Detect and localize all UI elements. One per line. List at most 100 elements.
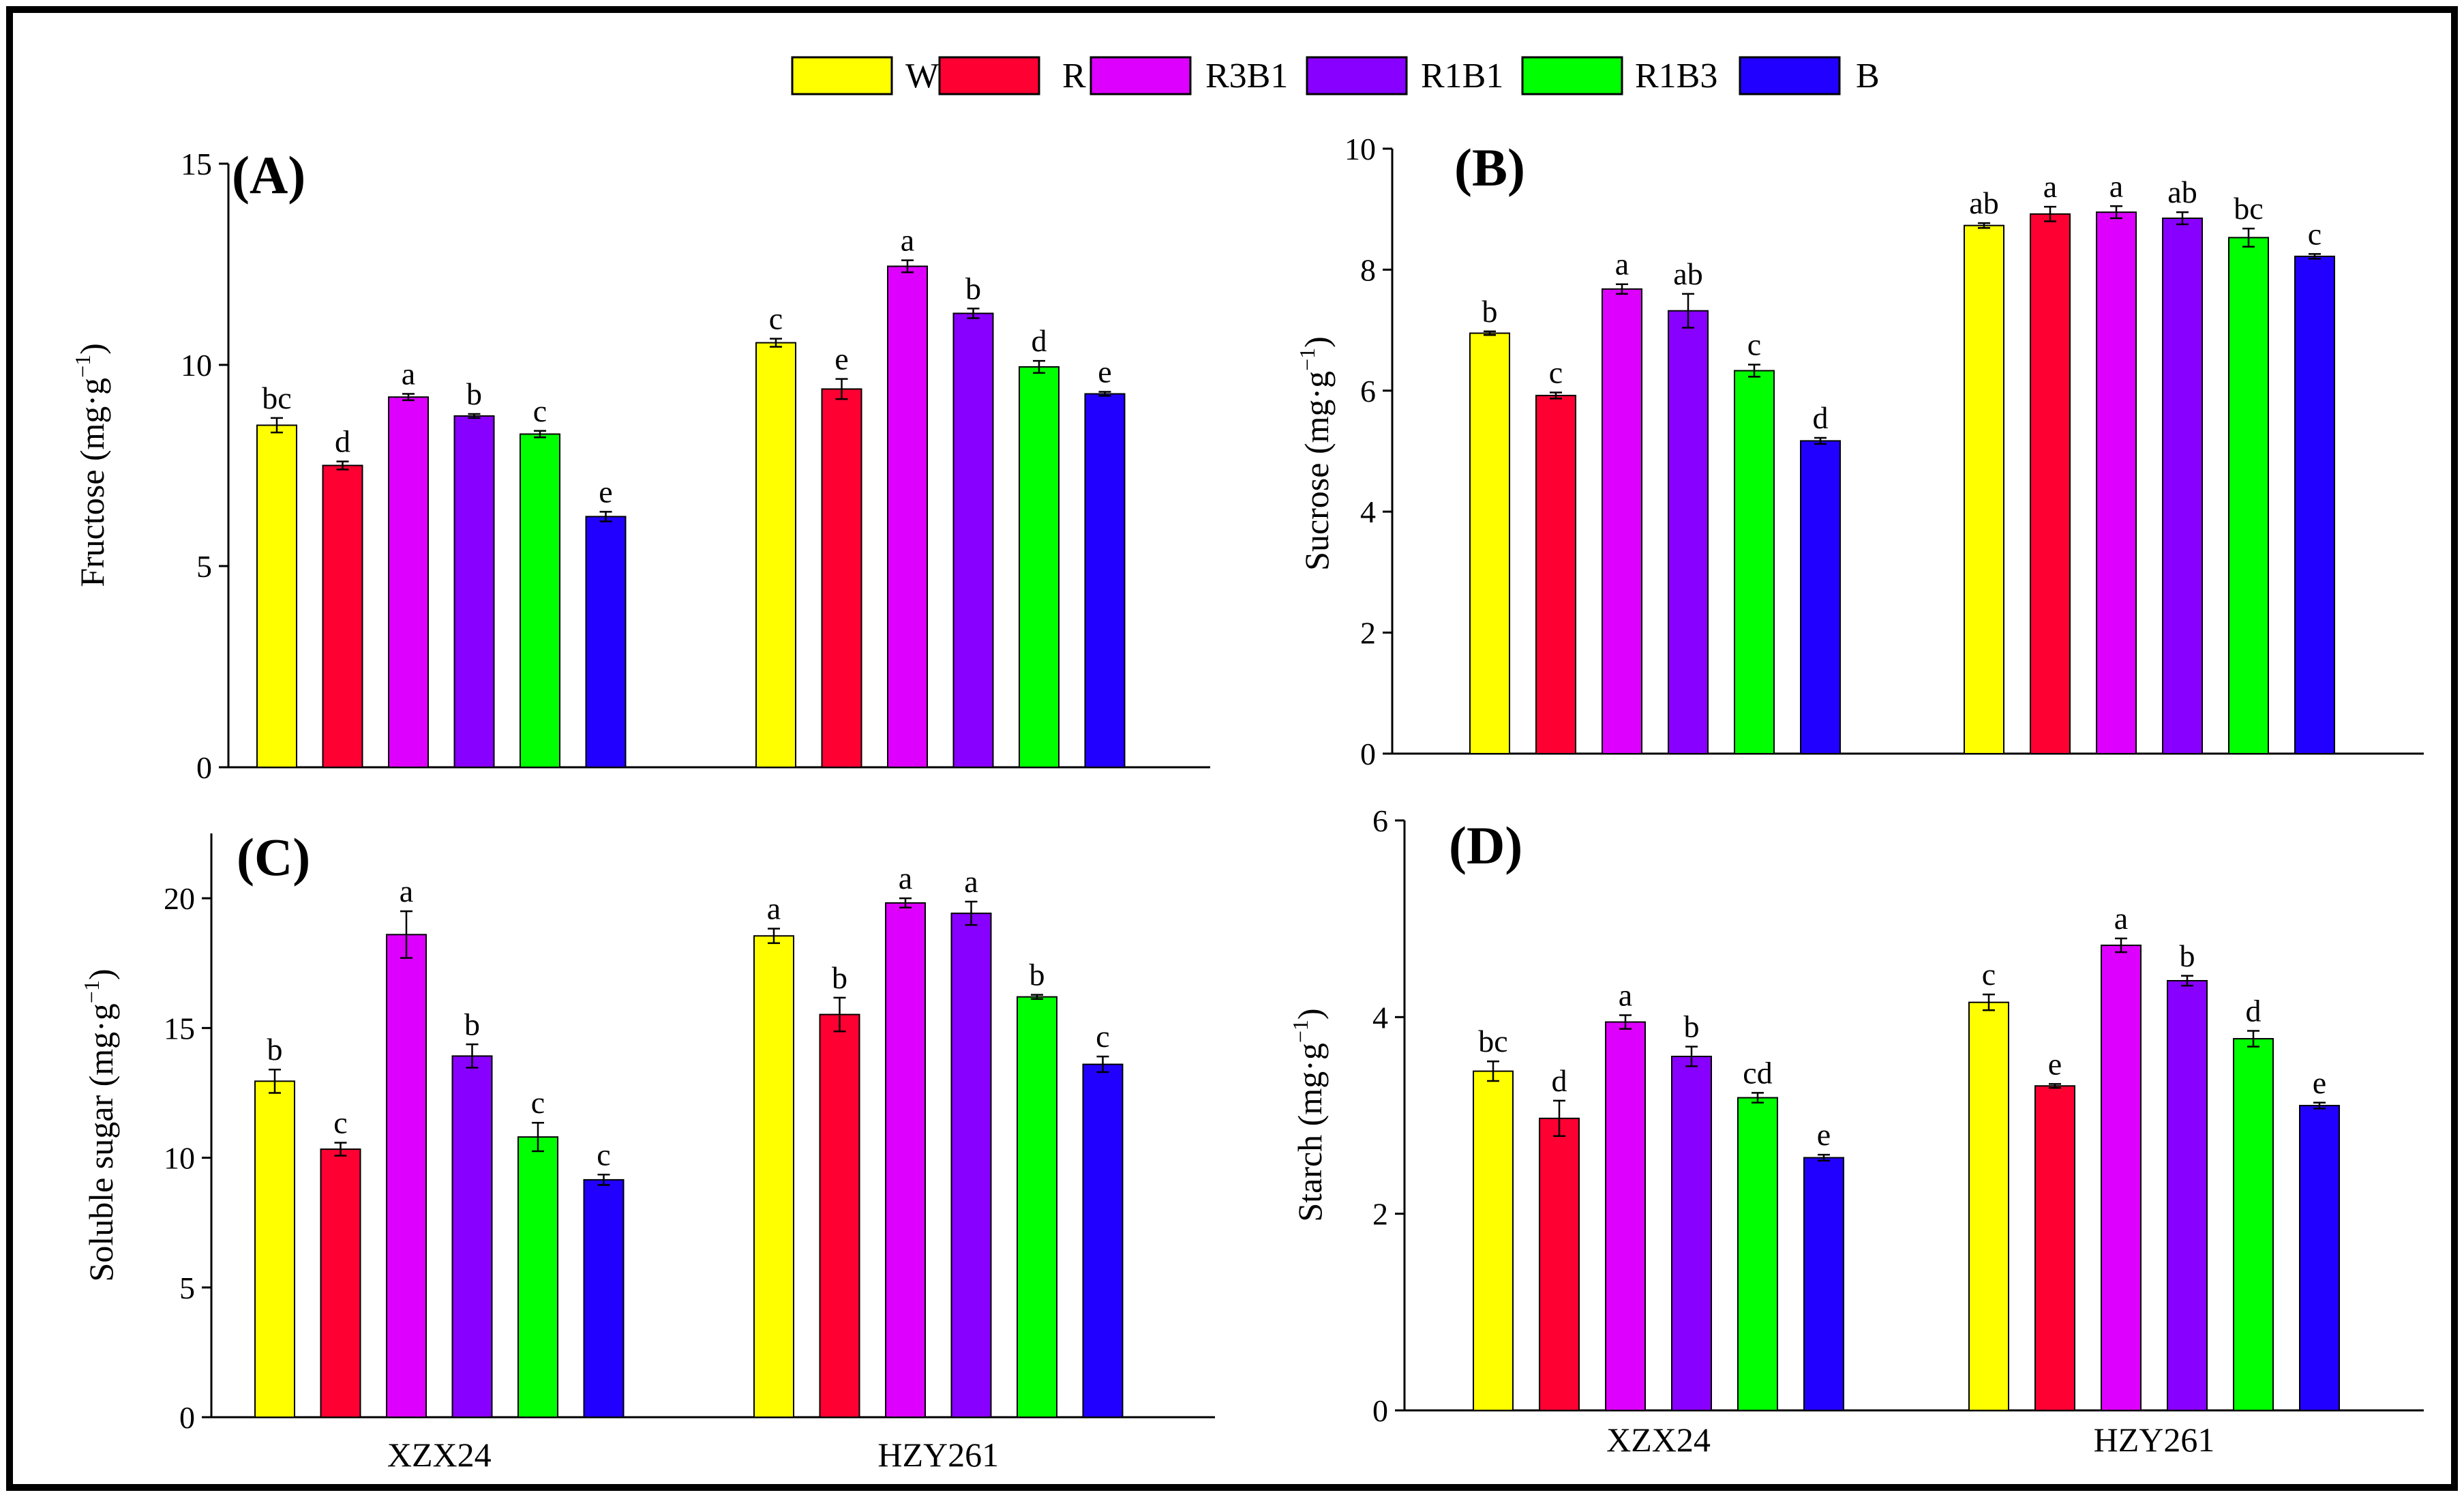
y-tick-label: 10 (1344, 132, 1376, 166)
bar-r-hzy261 (2030, 213, 2071, 754)
bar-r1b1-xzx24 (453, 415, 495, 768)
significance-letter: a (2043, 169, 2057, 204)
bar-r3b1-hzy261 (885, 902, 926, 1418)
significance-letter: c (1096, 1019, 1109, 1054)
panel-label: (A) (232, 145, 305, 205)
bar-r1b3-xzx24 (520, 433, 560, 768)
significance-letter: bc (2234, 191, 2263, 226)
bar-w-xzx24 (1473, 1070, 1514, 1411)
significance-letter: c (1747, 327, 1761, 362)
y-axis-label-exponent: −1 (1295, 348, 1319, 371)
y-tick-label: 6 (1372, 803, 1388, 838)
bar-r1b3-hzy261 (1019, 366, 1060, 768)
y-tick-label: 15 (181, 147, 212, 181)
bar-r1b1-xzx24 (1668, 310, 1709, 754)
significance-letter: c (1982, 957, 1996, 992)
legend-label-b: B (1856, 57, 1880, 95)
significance-letter: ab (1673, 256, 1702, 291)
y-axis-label-exponent: −1 (1288, 1020, 1312, 1043)
significance-letter: e (2048, 1046, 2062, 1081)
bar-r-hzy261 (821, 388, 862, 768)
y-axis-label-exponent: −1 (79, 980, 104, 1003)
chart-panel-2: 0 2 4 6 8 10 Sucrose (mg·g−1) (B) b ab c a a a ab ab c bc… (1295, 132, 2424, 771)
significance-letter: b (267, 1032, 283, 1067)
bar-r3b1-hzy261 (2101, 945, 2142, 1411)
y-axis-label: Fructose (mg·g−1) (70, 343, 111, 587)
y-tick-label: 2 (1360, 616, 1376, 651)
x-category-label: XZX24 (387, 1436, 492, 1474)
y-tick-label: 2 (1372, 1197, 1388, 1232)
bar-w-xzx24 (256, 424, 297, 768)
significance-letter: c (533, 394, 547, 428)
significance-letter: d (1552, 1063, 1567, 1098)
bar-r3b1-hzy261 (2096, 211, 2137, 754)
y-tick-label: 0 (196, 750, 212, 785)
legend-label-r3b1: R3B1 (1205, 57, 1288, 95)
y-tick-label: 0 (1360, 737, 1376, 771)
significance-letter: b (466, 376, 482, 411)
y-axis-label: Starch (mg·g−1) (1288, 1008, 1329, 1221)
legend-swatch-b (1739, 56, 1841, 95)
significance-letter: b (2180, 938, 2195, 973)
y-axis-label-text: Starch (mg·g (1291, 1043, 1329, 1221)
legend-label-r1b3: R1B3 (1635, 57, 1717, 95)
bar-r1b1-xzx24 (451, 1055, 493, 1419)
significance-letter: bc (1478, 1024, 1507, 1058)
significance-letter: a (402, 356, 415, 391)
bar-r-xzx24 (322, 464, 363, 768)
significance-letter: c (333, 1105, 347, 1140)
bar-r3b1-xzx24 (1602, 288, 1642, 754)
bar-r1b3-xzx24 (517, 1136, 558, 1418)
bar-w-hzy261 (1968, 1001, 2009, 1412)
legend-label-w: W (905, 57, 939, 95)
bar-r-xzx24 (1539, 1117, 1580, 1411)
y-tick-label: 20 (164, 881, 195, 916)
bar-r-hzy261 (819, 1013, 860, 1418)
significance-letter: c (531, 1085, 545, 1120)
legend-swatch-r1b3 (1521, 56, 1623, 95)
bar-r3b1-xzx24 (388, 396, 429, 768)
bar-w-hzy261 (753, 935, 794, 1418)
bar-r1b1-hzy261 (2162, 218, 2203, 754)
bar-w-xzx24 (254, 1080, 295, 1419)
y-tick-label: 6 (1360, 374, 1376, 409)
significance-letter: bc (262, 381, 291, 415)
significance-letter: e (1817, 1117, 1831, 1152)
significance-letter: a (2109, 168, 2123, 203)
significance-letter: d (1813, 400, 1829, 435)
bar-r-xzx24 (320, 1148, 361, 1418)
significance-letter: a (901, 223, 914, 258)
chart-panel-3: 0 5 10 15 20 Soluble sugar (mg·g−1) (C) b a c b a a b… (79, 827, 1215, 1474)
y-axis-label-text: Fructose (mg·g (73, 378, 111, 587)
y-axis-label-close: ) (82, 969, 120, 981)
y-axis-label: Sucrose (mg·g−1) (1295, 336, 1336, 571)
bar-b-xzx24 (1803, 1157, 1844, 1412)
y-axis-label-exponent: −1 (70, 355, 95, 378)
bar-r1b3-hzy261 (1017, 996, 1057, 1419)
significance-letter: d (2246, 994, 2262, 1028)
significance-letter: ab (1969, 186, 1998, 220)
y-tick-label: 10 (181, 348, 212, 383)
significance-letter: b (965, 271, 981, 306)
y-tick-label: 0 (1372, 1393, 1388, 1428)
x-category-label: HZY261 (877, 1436, 999, 1474)
bar-b-xzx24 (1800, 440, 1841, 755)
bar-r3b1-xzx24 (1605, 1021, 1646, 1411)
bar-r1b3-xzx24 (1734, 370, 1775, 754)
panel-label: (C) (237, 827, 310, 887)
legend-label-r: R (1062, 57, 1086, 95)
y-axis-label-close: ) (1297, 336, 1336, 348)
significance-letter: b (832, 960, 847, 995)
bar-b-hzy261 (2299, 1105, 2340, 1412)
y-tick-label: 0 (179, 1400, 195, 1435)
bar-r-hzy261 (2034, 1085, 2075, 1411)
panel-label: (B) (1454, 138, 1525, 197)
bar-b-hzy261 (1082, 1063, 1124, 1418)
significance-letter: e (2313, 1065, 2326, 1100)
y-axis-label-close: ) (73, 343, 111, 355)
y-axis-label: Soluble sugar (mg·g−1) (79, 969, 120, 1282)
bar-b-hzy261 (1084, 393, 1126, 768)
